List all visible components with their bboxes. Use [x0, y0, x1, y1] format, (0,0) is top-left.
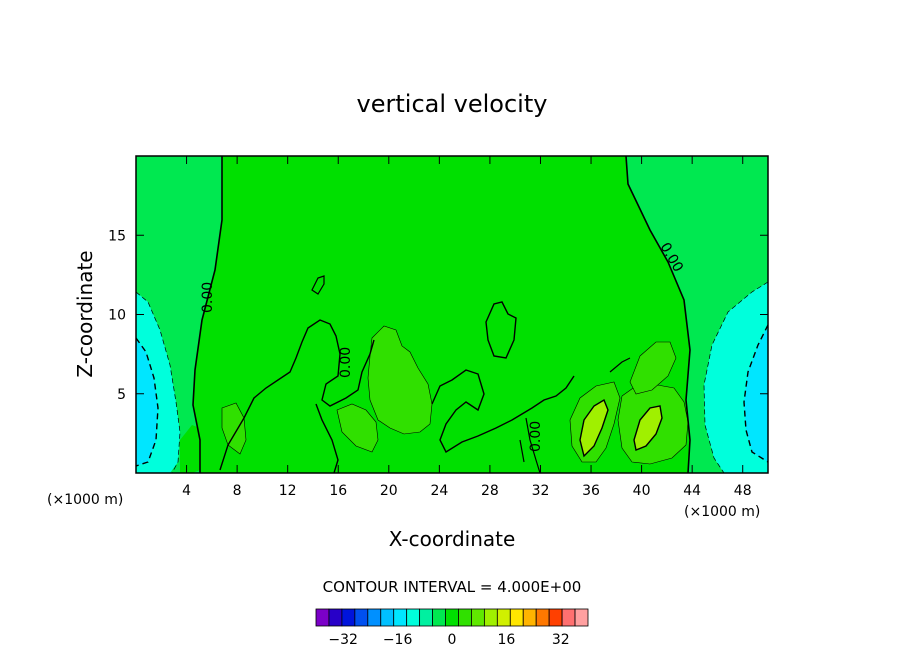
- zero-contour-ridge: [219, 319, 575, 473]
- colorbar-tick-label: −32: [328, 632, 358, 648]
- neg-contour-left-2: [136, 337, 159, 467]
- colorbar-swatch: [354, 608, 369, 627]
- colorbar-tick-label: 32: [552, 632, 570, 648]
- x-axis-label: X-coordinate: [389, 527, 516, 551]
- colorbar-swatch: [561, 608, 576, 627]
- updraft-cell-upper-right: [629, 341, 677, 395]
- lower-left-zero-pocket: [180, 425, 210, 473]
- y-tick-label: 10: [108, 308, 126, 324]
- colorbar-swatch: [574, 608, 589, 627]
- left-downdraft-center: [136, 338, 158, 466]
- x-tick-label: 12: [279, 483, 297, 499]
- neg-contour-right-1: [703, 281, 768, 473]
- colorbar-swatch: [367, 608, 382, 627]
- x-tick-label: 20: [380, 483, 398, 499]
- central-zero-region: [193, 156, 690, 473]
- colorbar-swatch: [483, 608, 498, 627]
- neg-contour-left-1: [136, 291, 181, 473]
- x-tick-label: 44: [683, 483, 701, 499]
- colorbar-swatch: [458, 608, 472, 627]
- contour-interval-text: CONTOUR INTERVAL = 4.000E+00: [323, 578, 582, 596]
- updraft-cell-left: [221, 402, 247, 455]
- zero-contour-right: [625, 156, 691, 473]
- colorbar-tick-label: 16: [497, 632, 515, 648]
- colorbar-swatch: [445, 608, 459, 627]
- x-tick-label: 24: [430, 483, 448, 499]
- colorbar: [315, 608, 589, 627]
- chart-title: vertical velocity: [357, 90, 548, 118]
- colorbar-swatch: [393, 608, 408, 627]
- colorbar-swatch: [496, 608, 511, 627]
- colorbar-ticks: −32 −16 0 16 32: [328, 632, 569, 648]
- zero-contour-left: [192, 156, 223, 473]
- colorbar-swatch: [471, 608, 485, 627]
- zero-contour-right-lower: [519, 357, 631, 473]
- updraft-core-36: [579, 398, 609, 458]
- x-ticks: 4 8 12 16 20 24 28 32 36 40 44 48: [182, 156, 752, 499]
- contour-label-lower: 0.00: [528, 421, 544, 452]
- colorbar-swatch: [535, 608, 550, 627]
- x-tick-label: 8: [233, 483, 242, 499]
- colorbar-swatch: [432, 608, 446, 627]
- colorbar-swatch: [406, 608, 421, 627]
- x-tick-label: 28: [481, 483, 499, 499]
- x-tick-label: 36: [582, 483, 600, 499]
- x-tick-label: 48: [734, 483, 752, 499]
- colorbar-tick-label: 0: [448, 632, 457, 648]
- small-cell-mid: [485, 301, 517, 359]
- contour-label-center: 0.00: [338, 347, 354, 378]
- neg-contour-right-2: [743, 324, 768, 463]
- updraft-cell-20: [367, 325, 433, 435]
- updraft-core-40: [633, 405, 663, 451]
- colorbar-swatch: [548, 608, 563, 627]
- x-unit-left: (×1000 m): [47, 492, 123, 508]
- x-tick-label: 16: [329, 483, 347, 499]
- y-axis-label: Z-coordinate: [73, 250, 97, 377]
- colorbar-swatch: [328, 608, 343, 627]
- colorbar-tick-label: −16: [383, 632, 413, 648]
- right-downdraft-center: [744, 325, 768, 462]
- colorbar-swatch: [341, 608, 356, 627]
- x-tick-label: 40: [633, 483, 651, 499]
- updraft-cell-16: [336, 403, 379, 453]
- colorbar-swatch: [380, 608, 395, 627]
- x-unit-right: (×1000 m): [684, 504, 760, 520]
- plot-area: 0.00 0.00 0.00 0.00: [136, 156, 768, 473]
- small-cell-upper: [311, 275, 325, 295]
- colorbar-swatch: [419, 608, 433, 627]
- colorbar-swatch: [522, 608, 537, 627]
- y-tick-label: 5: [117, 387, 126, 403]
- x-tick-label: 4: [182, 483, 191, 499]
- colorbar-swatch: [315, 608, 330, 627]
- x-tick-label: 32: [532, 483, 550, 499]
- contour-label-left: 0.00: [200, 282, 216, 313]
- colorbar-swatch: [509, 608, 524, 627]
- y-tick-label: 15: [108, 228, 126, 244]
- y-ticks: 5 10 15: [108, 228, 768, 403]
